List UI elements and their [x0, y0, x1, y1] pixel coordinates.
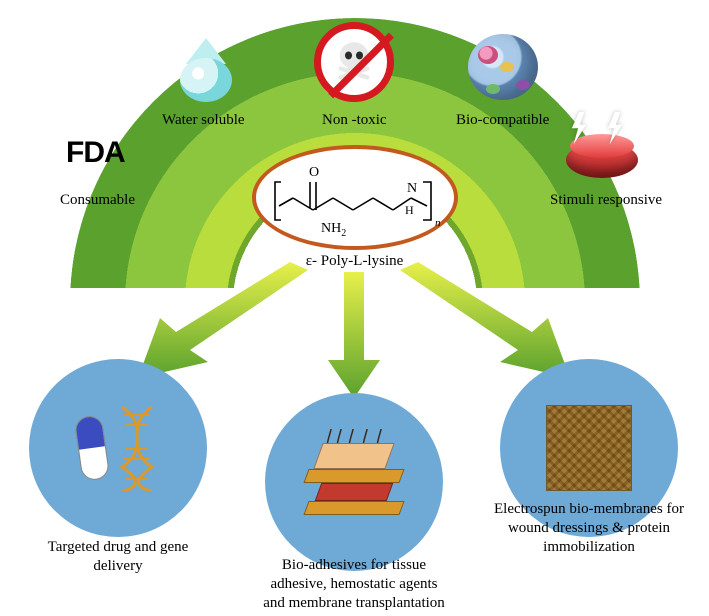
dna-icon: [116, 405, 158, 491]
pill-icon: [74, 414, 111, 481]
arrow-right: [400, 262, 570, 378]
arrow-left: [138, 262, 308, 378]
app-adhesive-label: Bio-adhesives for tissue adhesive, hemos…: [259, 556, 449, 612]
app-drug-gene-label: Targeted drug and gene delivery: [23, 538, 213, 576]
app-electrospun-label: Electrospun bio-membranes for wound dres…: [494, 500, 684, 556]
arrow-center: [328, 272, 380, 398]
app-drug-gene-circle: [29, 359, 207, 537]
mesh-icon: [546, 405, 632, 491]
adhesive-stack-icon: [299, 437, 409, 527]
app-adhesive-circle: [265, 393, 443, 571]
